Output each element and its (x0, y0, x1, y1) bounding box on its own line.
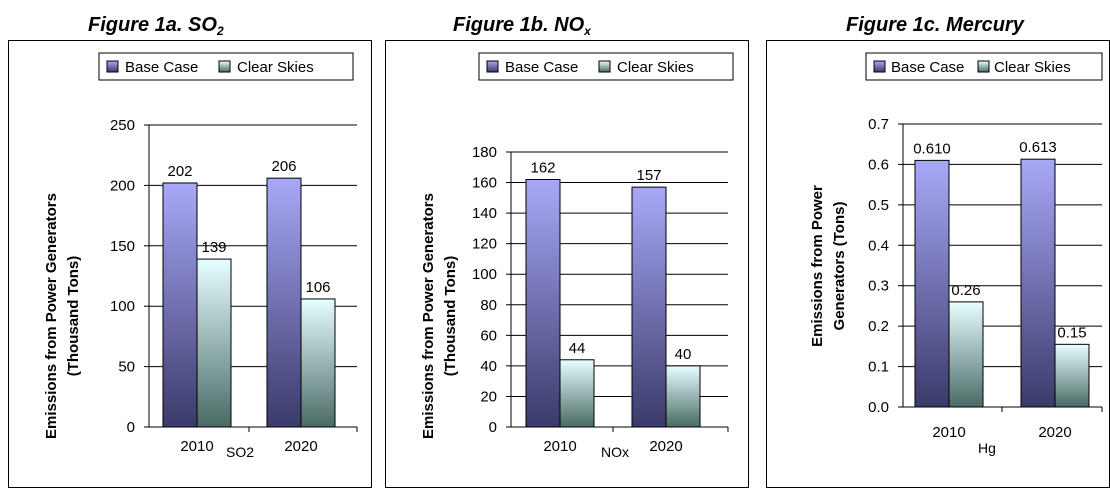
y-tick-label: 20 (480, 388, 497, 405)
figure-1b-title-subscript: x (584, 24, 591, 38)
y-tick-label: 0.7 (868, 116, 889, 133)
data-label-clear-skies-2010: 0.26 (951, 282, 980, 299)
y-axis-label-line-1: Emissions from Power (809, 185, 826, 347)
bar-clear-skies-2020 (300, 298, 336, 428)
bar-clear-skies-2020 (1054, 343, 1090, 408)
x-category-label-2020: 2020 (1038, 424, 1071, 441)
bar-clear-skies-2010 (559, 359, 595, 428)
legend-label-clear-skies: Clear Skies (617, 59, 694, 76)
bar-base-case-2020 (631, 186, 667, 428)
chart-panel-nox: Base Case Clear Skies 0 20 40 60 80 100 120 140 16… (385, 40, 749, 488)
bar-clear-skies-2010 (196, 258, 232, 428)
y-tick-label: 0.2 (868, 318, 889, 335)
y-tick-label: 0.4 (868, 237, 889, 254)
legend-swatch-clear-skies (598, 60, 611, 73)
y-tick-label: 50 (118, 359, 135, 376)
figure-1a-title: Figure 1a. SO2 (88, 14, 224, 38)
y-tick-label: 0 (127, 419, 135, 436)
y-axis-label-line-2: (Thousand Tons) (442, 256, 459, 377)
y-tick-label: 100 (110, 298, 135, 315)
data-label-clear-skies-2010: 44 (569, 340, 586, 357)
y-tick-label: 0 (489, 419, 497, 436)
y-tick-label: 140 (472, 205, 497, 222)
data-label-base-case-2020: 0.613 (1019, 139, 1057, 156)
data-label-base-case-2010: 202 (167, 163, 192, 180)
legend-swatch-clear-skies (977, 60, 990, 73)
legend-label-base-case: Base Case (505, 59, 578, 76)
bar-base-case-2010 (162, 182, 198, 428)
data-label-base-case-2010: 0.610 (913, 140, 951, 157)
data-label-base-case-2020: 157 (636, 167, 661, 184)
bar-base-case-2020 (1020, 158, 1056, 408)
data-label-base-case-2020: 206 (271, 158, 296, 175)
data-label-clear-skies-2010: 139 (201, 239, 226, 256)
x-category-label-2020: 2020 (649, 438, 682, 455)
chart-so2: Base Case Clear Skies 0 50 100 150 200 250 202 13… (43, 52, 358, 460)
y-axis-label-line-1: Emissions from Power Generators (420, 193, 437, 439)
figure-1c-title-text: Figure 1c. Mercury (846, 14, 1024, 36)
data-label-clear-skies-2020: 106 (305, 279, 330, 296)
x-category-label-2010: 2010 (932, 424, 965, 441)
x-category-label-2010: 2010 (180, 438, 213, 455)
legend-label-clear-skies: Clear Skies (994, 59, 1071, 76)
y-tick-label: 0.0 (868, 399, 889, 416)
y-tick-label: 0.1 (868, 359, 889, 376)
data-label-clear-skies-2020: 0.15 (1057, 324, 1086, 341)
chart-panel-mercury: Base Case Clear Skies 0.0 0.1 0.2 0.3 0.4 0.5 0.… (766, 40, 1110, 488)
figure-1b-title-text: Figure 1b. NO (453, 14, 585, 36)
figure-1c-title: Figure 1c. Mercury (846, 14, 1024, 37)
y-tick-label: 200 (110, 177, 135, 194)
legend-swatch-base-case (873, 60, 886, 73)
chart-mercury: Base Case Clear Skies 0.0 0.1 0.2 0.3 0.4 0.5 0.… (809, 52, 1103, 456)
y-tick-label: 0.5 (868, 197, 889, 214)
y-tick-label: 0.6 (868, 156, 889, 173)
y-tick-label: 80 (480, 297, 497, 314)
x-axis-label: NOx (601, 444, 629, 460)
legend-swatch-base-case (486, 60, 499, 73)
data-label-base-case-2010: 162 (530, 160, 555, 177)
y-tick-label: 60 (480, 327, 497, 344)
y-tick-label: 180 (472, 144, 497, 161)
y-axis-label-line-2: (Thousand Tons) (65, 256, 82, 377)
y-axis-label-line-1: Emissions from Power Generators (43, 193, 60, 439)
bar-clear-skies-2020 (665, 365, 701, 428)
figure-1a-title-text: Figure 1a. SO (88, 14, 217, 36)
y-tick-label: 0.3 (868, 278, 889, 295)
legend-swatch-clear-skies (218, 60, 231, 73)
y-tick-label: 150 (110, 238, 135, 255)
y-tick-label: 160 (472, 175, 497, 192)
chart-panel-so2: Base Case Clear Skies 0 50 100 150 200 250 202 13… (8, 40, 372, 488)
figure-1a-title-subscript: 2 (216, 24, 224, 38)
bar-base-case-2010 (525, 179, 561, 428)
data-label-clear-skies-2020: 40 (675, 346, 692, 363)
figure-1b-title: Figure 1b. NOx (453, 14, 591, 38)
bar-base-case-2010 (914, 159, 950, 408)
x-axis-label: Hg (978, 440, 996, 456)
legend-label-base-case: Base Case (891, 59, 964, 76)
y-axis-label-line-2: Generators (Tons) (831, 202, 848, 331)
x-category-label-2010: 2010 (543, 438, 576, 455)
legend-label-base-case: Base Case (125, 59, 198, 76)
y-tick-label: 40 (480, 358, 497, 375)
y-tick-label: 100 (472, 266, 497, 283)
y-tick-label: 120 (472, 236, 497, 253)
x-axis-label: SO2 (226, 444, 254, 460)
bar-clear-skies-2010 (948, 301, 984, 408)
legend-label-clear-skies: Clear Skies (237, 59, 314, 76)
legend-swatch-base-case (106, 60, 119, 73)
chart-nox: Base Case Clear Skies 0 20 40 60 80 100 120 140 16… (420, 52, 734, 460)
bar-base-case-2020 (266, 177, 302, 428)
y-tick-label: 250 (110, 117, 135, 134)
x-category-label-2020: 2020 (284, 438, 317, 455)
